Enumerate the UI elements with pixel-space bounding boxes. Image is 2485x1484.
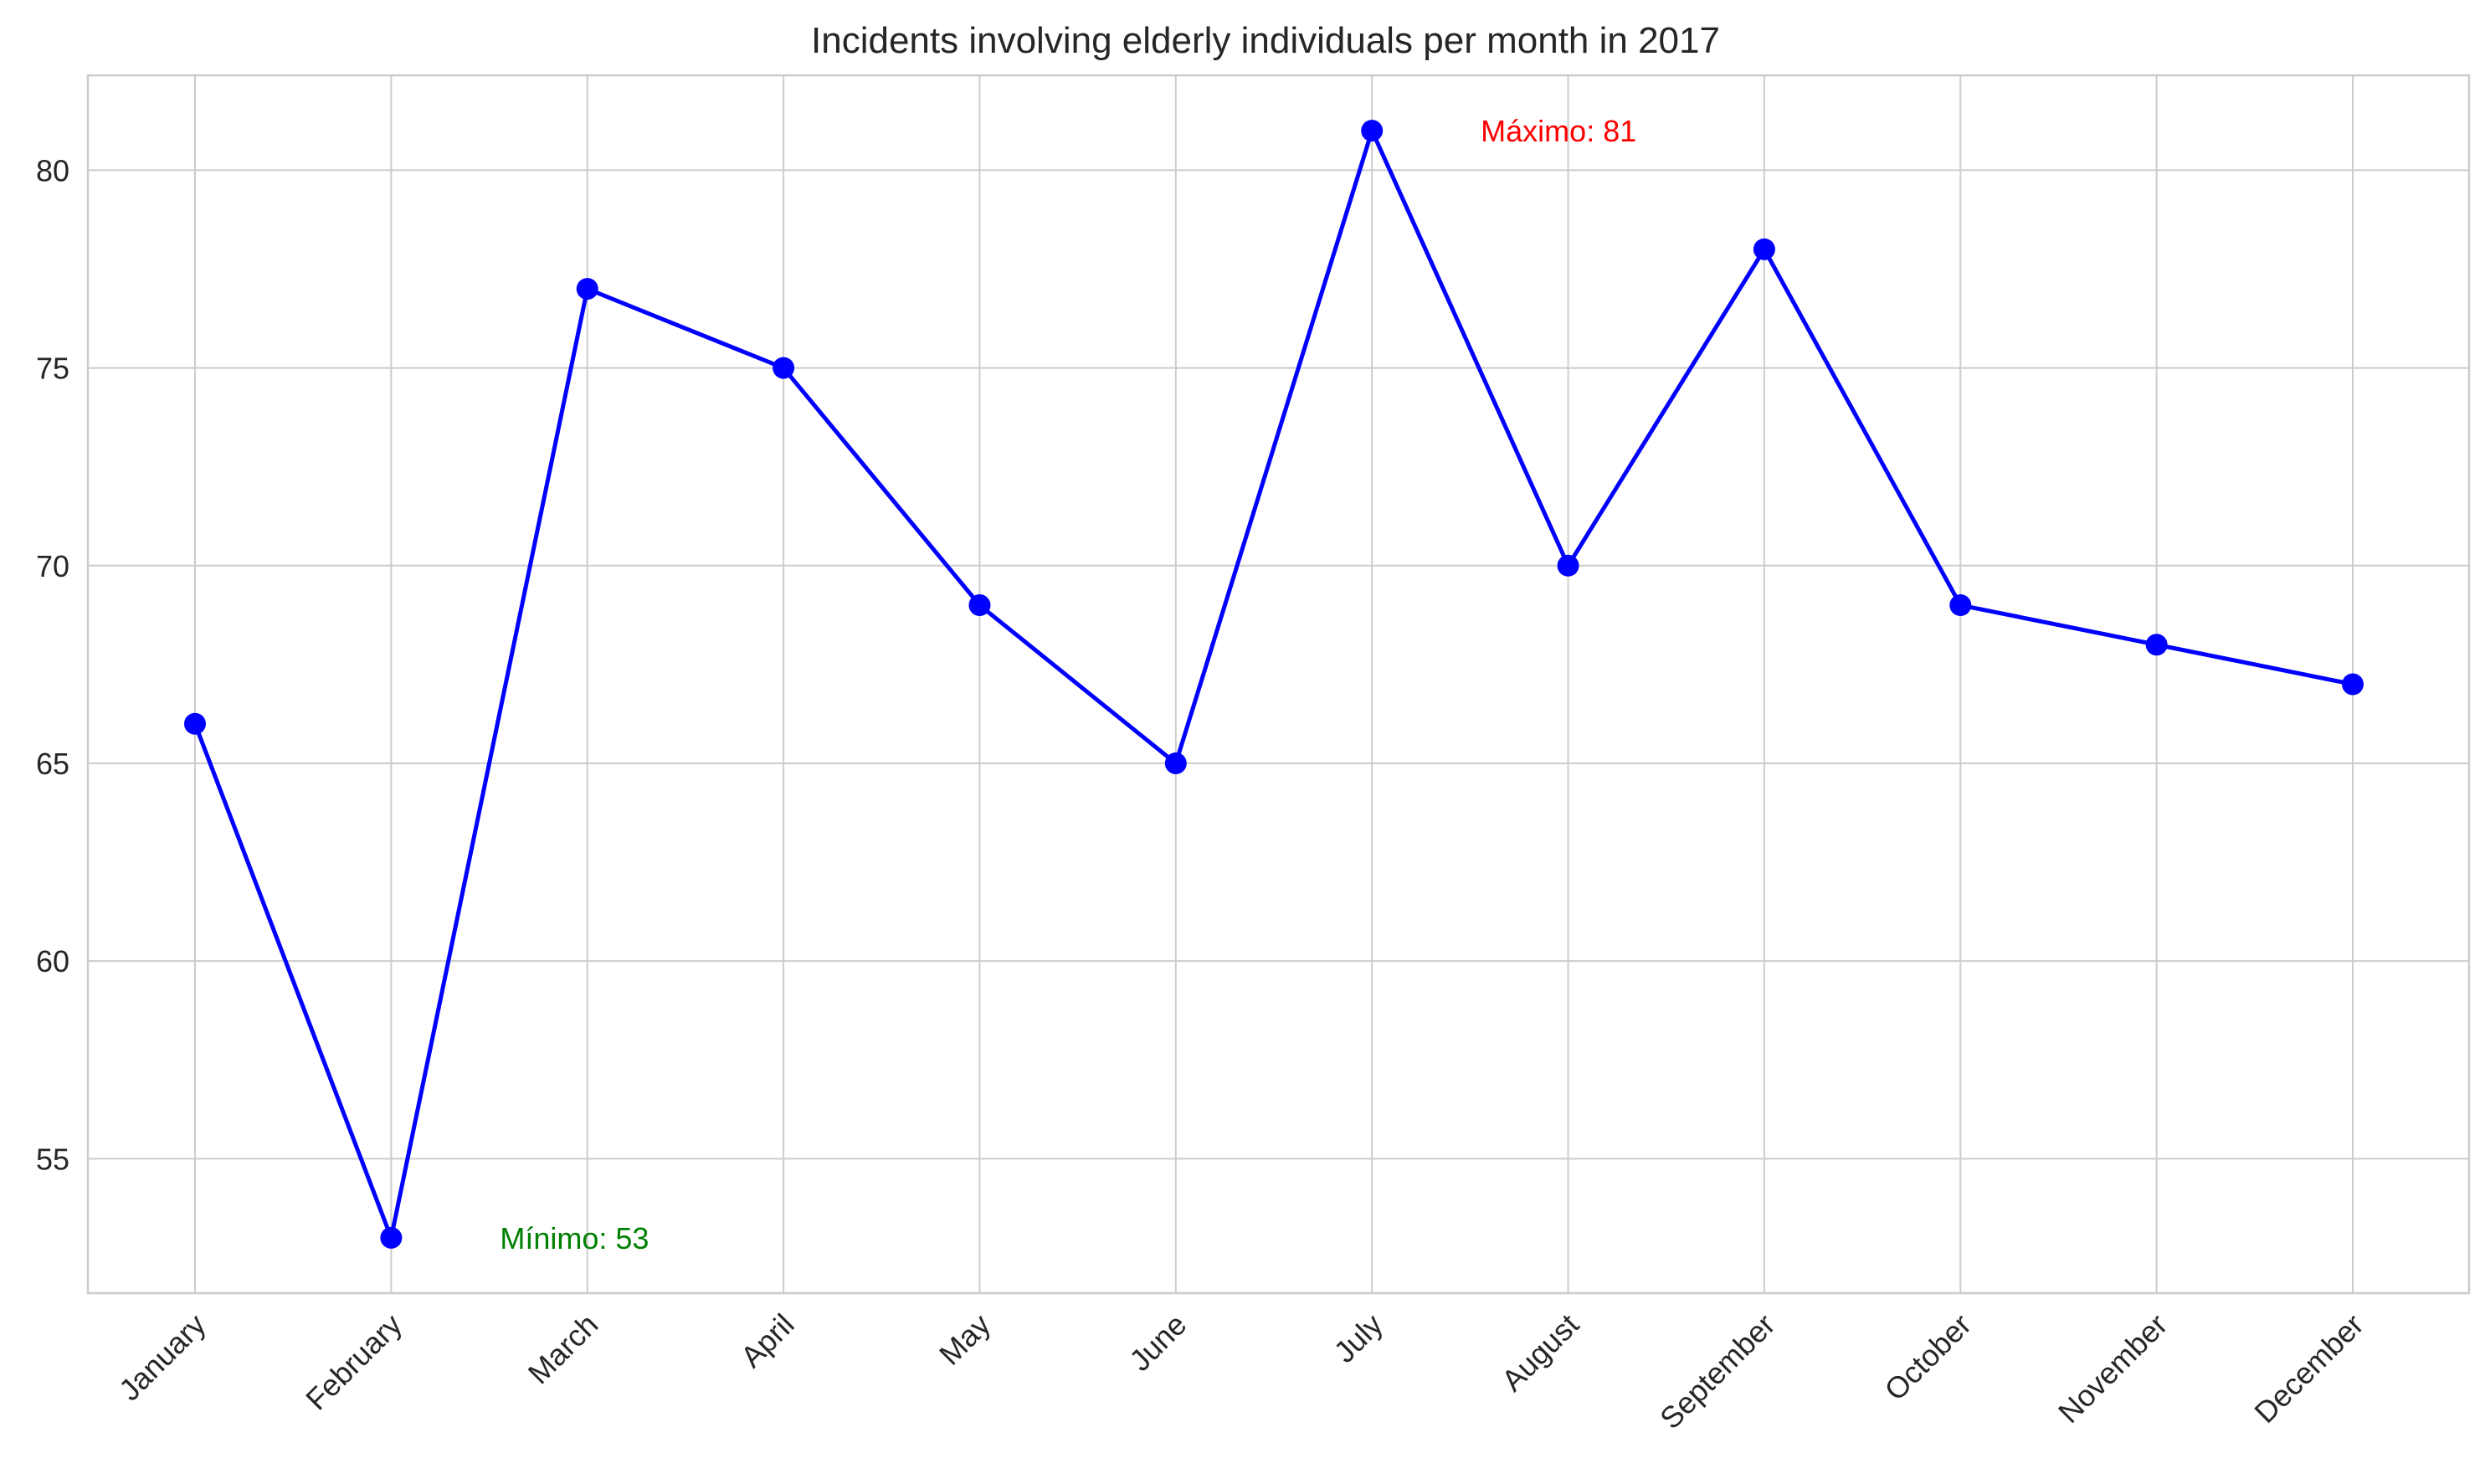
annotations: Mínimo: 53 Máximo: 81 <box>500 114 1636 1255</box>
data-point <box>1557 554 1579 577</box>
y-tick-label: 60 <box>36 944 69 978</box>
grid <box>88 75 2469 1293</box>
data-point <box>1164 752 1187 774</box>
y-tick-label: 80 <box>36 153 69 187</box>
data-point <box>1753 238 1775 260</box>
series-line <box>193 128 2354 1240</box>
y-tick-label: 55 <box>36 1142 69 1176</box>
data-point <box>1949 594 1972 617</box>
data-point <box>380 1226 403 1249</box>
data-point <box>184 712 206 735</box>
series-layer <box>184 120 2364 1249</box>
data-point <box>2342 673 2364 696</box>
y-tick-label: 75 <box>36 352 69 386</box>
chart-title: Incidents involving elderly individuals … <box>811 20 1720 61</box>
data-point <box>576 278 598 300</box>
plot-frame <box>86 74 2471 1295</box>
annotation-label: Máximo: 81 <box>1481 114 1636 148</box>
y-tick-label: 65 <box>36 747 69 781</box>
data-point <box>773 357 795 379</box>
data-point <box>2145 634 2168 656</box>
annotation-label: Mínimo: 53 <box>500 1221 649 1255</box>
y-tick-label: 70 <box>36 549 69 583</box>
data-point <box>1361 120 1384 142</box>
data-point <box>968 594 991 617</box>
